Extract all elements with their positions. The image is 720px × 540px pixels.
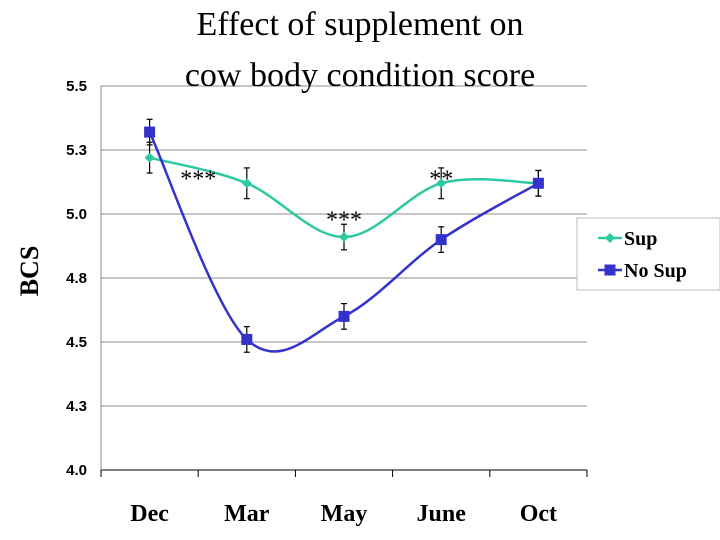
x-tick-label: Mar: [224, 501, 270, 527]
series-no-sup: [144, 118, 544, 353]
y-axis-label: BCS: [15, 246, 44, 297]
y-tick-label: 4.3: [66, 398, 87, 415]
data-point-no-sup: [338, 310, 350, 322]
significance-annotation: ***: [326, 207, 362, 233]
chart-title-line-1: Effect of supplement on: [196, 6, 523, 43]
series-layer: [144, 118, 544, 353]
data-point-sup: [144, 152, 155, 163]
x-tick-label: June: [417, 501, 467, 527]
legend-marker-sup: [605, 233, 615, 243]
significance-annotation: ***: [180, 166, 216, 192]
legend-item-sup: Sup: [598, 228, 657, 250]
x-tick-label: Dec: [130, 501, 169, 527]
data-point-sup: [436, 178, 447, 189]
x-axis-tick-labels: Dec Mar May June Oct: [130, 501, 557, 527]
series-line-no-sup: [148, 131, 540, 353]
data-point-sup: [339, 232, 349, 243]
legend: Sup No Sup: [576, 217, 720, 291]
gridlines: [100, 85, 587, 471]
y-tick-label: 4.5: [66, 334, 87, 351]
x-axis: [100, 470, 588, 477]
chart-title-line-2: cow body condition score: [185, 57, 535, 94]
x-tick-label: May: [321, 501, 368, 527]
data-point-no-sup: [144, 126, 156, 138]
y-axis-tick-labels: 4.0 4.3 4.5 4.8 5.0 5.3 5.5: [66, 78, 87, 479]
legend-box: [576, 217, 720, 291]
y-tick-label: 5.0: [66, 206, 87, 223]
y-tick-label: 5.5: [66, 78, 87, 95]
data-point-sup: [241, 178, 252, 189]
legend-label-sup: Sup: [624, 228, 657, 250]
legend-item-no-sup: No Sup: [598, 260, 687, 282]
y-tick-label: 4.0: [66, 462, 87, 479]
y-tick-label: 5.3: [66, 142, 87, 159]
significance-annotation: **: [429, 166, 453, 192]
data-point-no-sup: [241, 333, 253, 345]
series-sup: [144, 141, 544, 251]
legend-marker-no-sup: [604, 264, 616, 276]
data-point-no-sup: [435, 234, 447, 246]
annotations: ********: [180, 166, 453, 233]
x-tick-label: Oct: [520, 501, 557, 527]
data-point-no-sup: [532, 177, 544, 189]
legend-label-no-sup: No Sup: [624, 260, 687, 282]
y-tick-label: 4.8: [66, 270, 87, 287]
